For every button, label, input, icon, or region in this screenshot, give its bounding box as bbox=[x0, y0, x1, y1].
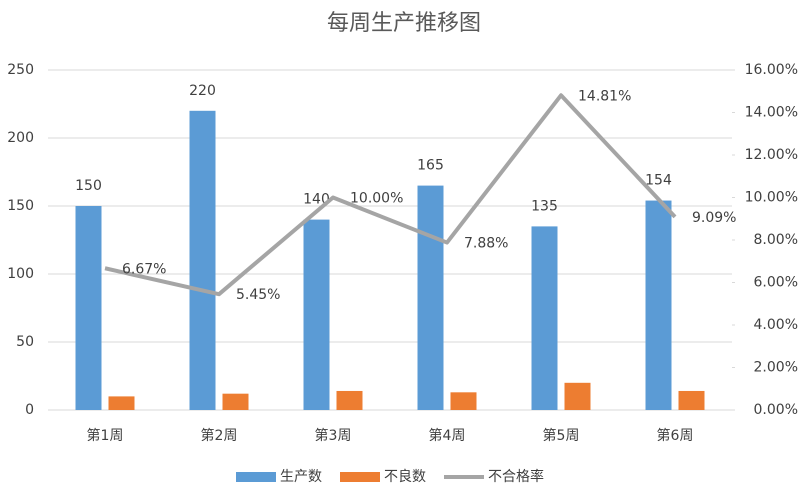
line-label: 10.00% bbox=[350, 191, 403, 207]
bar bbox=[531, 226, 558, 410]
legend-label: 不合格率 bbox=[488, 468, 544, 485]
bar-label: 135 bbox=[531, 198, 558, 214]
legend-swatch bbox=[236, 472, 276, 482]
line-label: 9.09% bbox=[692, 210, 736, 226]
bar bbox=[678, 390, 705, 410]
y2-tick-label: 6.00% bbox=[754, 275, 798, 291]
x-tick-label: 第2周 bbox=[201, 427, 238, 444]
bar bbox=[108, 396, 135, 410]
y2-tick-label: 14.00% bbox=[745, 105, 798, 121]
bar bbox=[75, 206, 102, 410]
bar-label: 220 bbox=[189, 83, 216, 99]
legend-label: 不良数 bbox=[384, 469, 426, 485]
bar-label: 154 bbox=[645, 173, 672, 189]
x-tick-label: 第6周 bbox=[657, 427, 694, 444]
y2-tick-label: 12.00% bbox=[745, 147, 798, 163]
bar bbox=[189, 110, 216, 411]
y-tick-label: 0 bbox=[25, 402, 34, 418]
y2-tick-label: 0.00% bbox=[754, 402, 798, 418]
bar bbox=[336, 390, 363, 410]
line-label: 5.45% bbox=[236, 287, 280, 303]
y2-tick-label: 10.00% bbox=[745, 190, 798, 206]
y2-tick-label: 16.00% bbox=[745, 62, 798, 78]
x-tick-label: 第1周 bbox=[87, 427, 124, 444]
bar bbox=[450, 392, 477, 410]
bar bbox=[222, 393, 249, 410]
x-tick-label: 第5周 bbox=[543, 427, 580, 444]
bar-label: 165 bbox=[417, 158, 444, 174]
legend-label: 生产数 bbox=[280, 469, 322, 485]
x-tick-label: 第3周 bbox=[315, 427, 352, 444]
bar bbox=[417, 185, 444, 410]
x-tick-label: 第4周 bbox=[429, 427, 466, 444]
bar bbox=[303, 219, 330, 410]
bar-label: 150 bbox=[75, 178, 102, 194]
y-tick-label: 200 bbox=[7, 130, 34, 146]
y-tick-label: 250 bbox=[7, 62, 34, 78]
line-label: 7.88% bbox=[464, 236, 508, 252]
legend-swatch bbox=[340, 472, 380, 482]
chart-title: 每周生产推移图 bbox=[327, 11, 481, 36]
y-tick-label: 50 bbox=[16, 334, 34, 350]
y2-tick-label: 2.00% bbox=[754, 360, 798, 376]
y2-tick-label: 8.00% bbox=[754, 232, 798, 248]
y-tick-label: 100 bbox=[7, 266, 34, 282]
y2-tick-label: 4.00% bbox=[754, 317, 798, 333]
line bbox=[104, 93, 677, 297]
bar bbox=[564, 382, 591, 410]
line-label: 14.81% bbox=[578, 88, 631, 104]
bar bbox=[645, 200, 672, 410]
line-label: 6.67% bbox=[122, 261, 166, 277]
y-tick-label: 150 bbox=[7, 198, 34, 214]
